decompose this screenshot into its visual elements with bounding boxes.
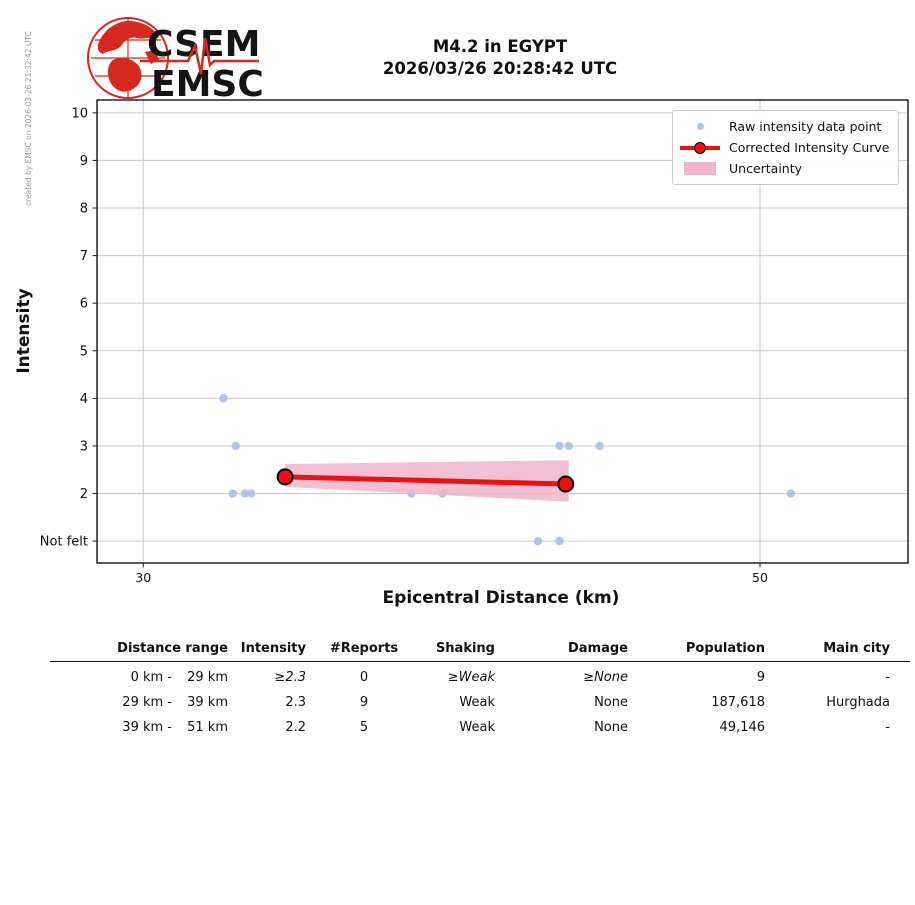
table-cell: 5 <box>359 720 369 735</box>
distance-from: 29 km - <box>122 695 172 710</box>
table-row: 29 km - 39 km 2.3 9 Weak None 187,618 Hurghada <box>50 690 910 715</box>
x-tick-label: 50 <box>752 570 768 585</box>
header-intensity: Intensity <box>240 641 306 656</box>
table-cell: 39 km - 51 km <box>50 720 240 735</box>
table-row: 0 km - 29 km ≥2.3 0 ≥Weak ≥None 9 - <box>50 665 910 690</box>
y-tick-label: 8 <box>80 202 88 217</box>
title-line1: M4.2 in EGYPT <box>432 37 568 56</box>
uncertainty-marker <box>684 162 716 175</box>
y-tick-label: 9 <box>80 154 88 169</box>
raw-point <box>228 489 237 498</box>
distance-to: 29 km <box>187 670 228 685</box>
table-cell: Weak <box>459 720 495 735</box>
table-cell: 29 km - 39 km <box>50 695 240 710</box>
corrected-curve <box>285 474 566 487</box>
logo-continents <box>97 20 159 92</box>
table-cell: 2.2 <box>285 720 306 735</box>
logo-globe-lines <box>91 18 165 98</box>
raw-point <box>240 489 250 498</box>
table-cell: - <box>885 720 890 735</box>
raw-point <box>595 441 604 451</box>
distance-from: 39 km - <box>122 720 172 735</box>
logo-text-emsc: EMSC <box>151 64 264 104</box>
raw-point <box>555 536 564 546</box>
y-tick-label: 6 <box>80 297 88 312</box>
y-tick-label: 4 <box>80 392 88 407</box>
legend-item-raw: Raw intensity data point <box>677 116 892 137</box>
table-cell: 49,146 <box>719 720 766 735</box>
raw-point <box>219 394 228 403</box>
y-tick-label: Not felt <box>40 535 88 550</box>
raw-point <box>564 441 573 451</box>
curve-marker <box>680 141 720 155</box>
legend-item-curve: Corrected Intensity Curve <box>677 137 892 158</box>
legend-label-raw: Raw intensity data point <box>729 119 882 134</box>
x-axis-label: Epicentral Distance (km) <box>382 588 620 608</box>
emsc-logo: CSEM EMSC <box>87 17 264 104</box>
y-tick-label: 2 <box>80 487 88 502</box>
title-line2: 2026/03/26 20:28:42 UTC <box>382 59 618 78</box>
table-cell: Hurghada <box>826 695 890 710</box>
header-shaking: Shaking <box>435 641 495 656</box>
table-cell: ≥None <box>583 670 628 685</box>
plot-legend: Raw intensity data point Corrected Inten… <box>672 110 899 185</box>
raw-point <box>533 536 543 546</box>
legend-item-uncertainty: Uncertainty <box>677 158 892 179</box>
table-cell: 187,618 <box>711 695 765 710</box>
table-cell: ≥Weak <box>447 670 495 685</box>
distance-from: 0 km - <box>130 670 172 685</box>
curve-point-marker <box>557 475 575 493</box>
table-cell: 0 <box>359 670 369 685</box>
raw-point <box>555 441 564 451</box>
header-population: Population <box>685 641 765 656</box>
table-cell: ≥2.3 <box>274 670 306 685</box>
y-tick-label: 3 <box>80 439 88 454</box>
header-reports: #Reports <box>329 641 399 656</box>
table-cell: 0 km - 29 km <box>50 670 240 685</box>
page-title: M4.2 in EGYPT 2026/03/26 20:28:42 UTC <box>200 36 800 80</box>
intensity-plot: Not felt 2 3 4 5 6 7 8 9 10 30 50 <box>40 99 909 585</box>
y-axis-label: Intensity <box>14 288 34 374</box>
header-damage: Damage <box>567 641 628 656</box>
raw-point <box>231 441 240 451</box>
table-header-row: Distance range Intensity #Reports Shakin… <box>50 641 910 662</box>
table-cell: 9 <box>756 670 765 685</box>
raw-point <box>246 489 256 498</box>
table-cell: - <box>885 670 890 685</box>
header-main-city: Main city <box>823 641 890 656</box>
summary-table: Distance range Intensity #Reports Shakin… <box>50 641 910 740</box>
legend-label-uncertainty: Uncertainty <box>729 161 803 176</box>
table-cell: None <box>594 695 628 710</box>
logo-seismogram <box>140 37 259 75</box>
legend-label-curve: Corrected Intensity Curve <box>729 140 890 155</box>
distance-to: 39 km <box>187 695 228 710</box>
table-body: 0 km - 29 km ≥2.3 0 ≥Weak ≥None 9 - 29 km - 39 km… <box>50 665 910 740</box>
header-distance-range: Distance range <box>117 641 228 656</box>
table-row: 39 km - 51 km 2.2 5 Weak None 49,146 - <box>50 715 910 740</box>
curve-point-marker <box>276 468 294 486</box>
y-tick-label: 7 <box>80 249 88 264</box>
y-tick-label: 5 <box>80 344 88 359</box>
y-tick-label: 10 <box>71 106 88 121</box>
plot-frame <box>96 99 909 564</box>
table-cell: Weak <box>459 695 495 710</box>
x-tick-label: 30 <box>135 570 151 585</box>
raw-point-marker <box>696 123 704 130</box>
table-cell: 9 <box>359 695 369 710</box>
raw-point <box>786 489 796 498</box>
distance-to: 51 km <box>187 720 228 735</box>
table-cell: 2.3 <box>285 695 306 710</box>
table-cell: None <box>594 720 628 735</box>
